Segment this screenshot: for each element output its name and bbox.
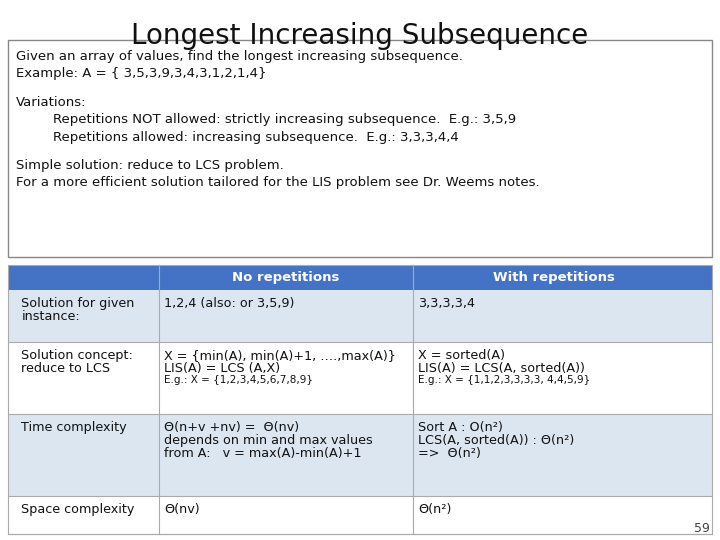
Text: E.g.: X = {1,1,2,3,3,3,3, 4,4,5,9}: E.g.: X = {1,1,2,3,3,3,3, 4,4,5,9} xyxy=(418,375,590,385)
Text: For a more efficient solution tailored for the LIS problem see Dr. Weems notes.: For a more efficient solution tailored f… xyxy=(16,176,539,189)
Text: No repetitions: No repetitions xyxy=(233,271,340,284)
Bar xyxy=(8,40,712,257)
Bar xyxy=(8,496,712,534)
Text: Repetitions allowed: increasing subsequence.  E.g.: 3,3,3,4,4: Repetitions allowed: increasing subseque… xyxy=(53,131,459,144)
Text: Example: A = { 3,5,3,9,3,4,3,1,2,1,4}: Example: A = { 3,5,3,9,3,4,3,1,2,1,4} xyxy=(16,68,266,80)
Text: =>  Θ(n²): => Θ(n²) xyxy=(418,447,481,460)
Text: Θ(n+v +nv) =  Θ(nv): Θ(n+v +nv) = Θ(nv) xyxy=(164,421,300,434)
Text: Given an array of values, find the longest increasing subsequence.: Given an array of values, find the longe… xyxy=(16,50,463,63)
Text: Θ(n²): Θ(n²) xyxy=(418,503,451,516)
Text: Space complexity: Space complexity xyxy=(22,503,135,516)
Text: Solution for given: Solution for given xyxy=(22,297,135,310)
Bar xyxy=(8,414,712,496)
Text: Simple solution: reduce to LCS problem.: Simple solution: reduce to LCS problem. xyxy=(16,159,284,172)
Text: Solution concept:: Solution concept: xyxy=(22,349,133,362)
Text: 59: 59 xyxy=(694,522,710,535)
Text: LCS(A, sorted(A)) : Θ(n²): LCS(A, sorted(A)) : Θ(n²) xyxy=(418,434,574,447)
Bar xyxy=(8,265,712,290)
Bar xyxy=(8,265,712,534)
Bar xyxy=(8,290,712,342)
Text: LIS(A) = LCS(A, sorted(A)): LIS(A) = LCS(A, sorted(A)) xyxy=(418,362,585,375)
Text: X = {min(A), min(A)+1, ….,max(A)}: X = {min(A), min(A)+1, ….,max(A)} xyxy=(164,349,396,362)
Text: Θ(nv): Θ(nv) xyxy=(164,503,200,516)
Text: instance:: instance: xyxy=(22,310,80,323)
Text: Time complexity: Time complexity xyxy=(22,421,127,434)
Text: 3,3,3,3,4: 3,3,3,3,4 xyxy=(418,297,474,310)
Text: LIS(A) = LCS (A,X): LIS(A) = LCS (A,X) xyxy=(164,362,281,375)
Text: reduce to LCS: reduce to LCS xyxy=(22,362,111,375)
Text: 1,2,4 (also: or 3,5,9): 1,2,4 (also: or 3,5,9) xyxy=(164,297,294,310)
Text: from A:   v = max(A)-min(A)+1: from A: v = max(A)-min(A)+1 xyxy=(164,447,362,460)
Text: Sort A : O(n²): Sort A : O(n²) xyxy=(418,421,503,434)
Text: With repetitions: With repetitions xyxy=(492,271,615,284)
Bar xyxy=(8,342,712,414)
Text: Longest Increasing Subsequence: Longest Increasing Subsequence xyxy=(131,22,589,50)
Text: X = sorted(A): X = sorted(A) xyxy=(418,349,505,362)
Text: Repetitions NOT allowed: strictly increasing subsequence.  E.g.: 3,5,9: Repetitions NOT allowed: strictly increa… xyxy=(53,113,516,126)
Text: depends on min and max values: depends on min and max values xyxy=(164,434,373,447)
Text: E.g.: X = {1,2,3,4,5,6,7,8,9}: E.g.: X = {1,2,3,4,5,6,7,8,9} xyxy=(164,375,313,385)
Text: Variations:: Variations: xyxy=(16,96,86,109)
